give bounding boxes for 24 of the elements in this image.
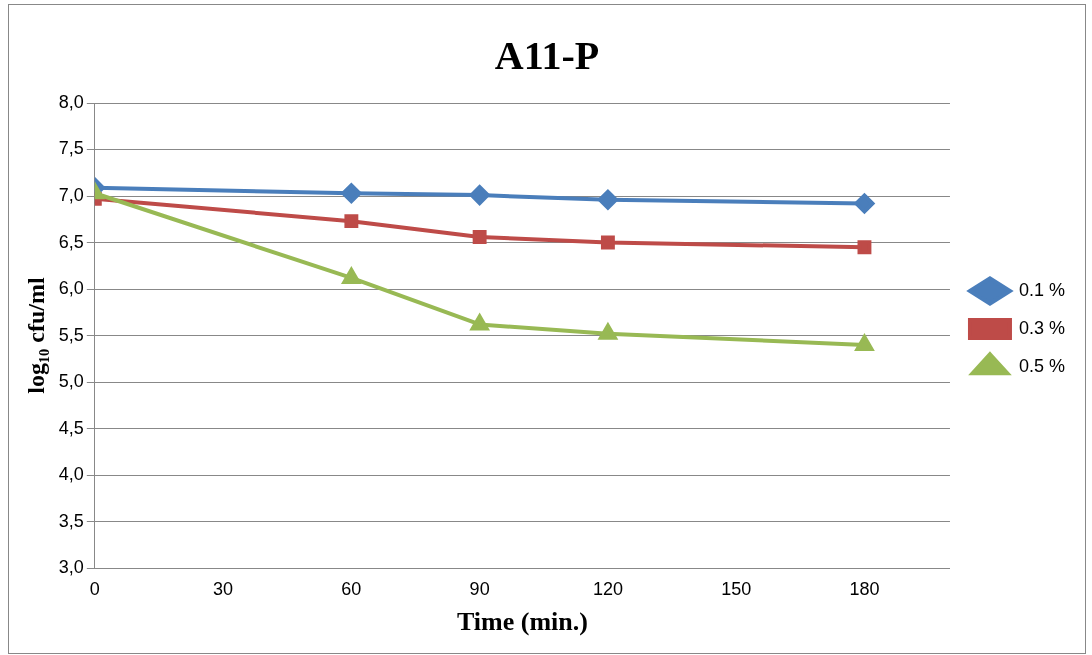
x-tick-label: 180 (849, 578, 880, 599)
y-tick-label: 7,5 (58, 138, 84, 159)
x-tick-label: 30 (213, 578, 234, 599)
y-tick-label: 5,0 (58, 371, 84, 392)
legend-label: 0.1 % (1018, 279, 1065, 300)
x-tick-label: 150 (721, 578, 752, 599)
y-tick-label: 6,5 (58, 231, 84, 252)
y-tick-label: 5,5 (58, 324, 84, 345)
y-axis-title: log₁₀ cfu/ml (22, 277, 49, 394)
legend-label: 0.5 % (1018, 355, 1065, 376)
y-tick-label: 4,5 (58, 417, 84, 438)
x-tick-label: 0 (89, 578, 100, 599)
x-tick-label: 120 (592, 578, 623, 599)
legend-label: 0.3 % (1018, 317, 1065, 338)
y-tick-label: 6,0 (58, 278, 84, 299)
x-axis-title: Time (min.) (456, 607, 588, 637)
chart-title: A11-P (494, 33, 600, 79)
x-tick-label: 90 (469, 578, 490, 599)
y-tick-label: 3,0 (58, 557, 84, 578)
y-tick-label: 8,0 (58, 91, 84, 112)
x-tick-label: 60 (341, 578, 362, 599)
y-tick-label: 3,5 (58, 510, 84, 531)
y-tick-label: 7,0 (58, 185, 84, 206)
y-tick-label: 4,0 (58, 464, 84, 485)
